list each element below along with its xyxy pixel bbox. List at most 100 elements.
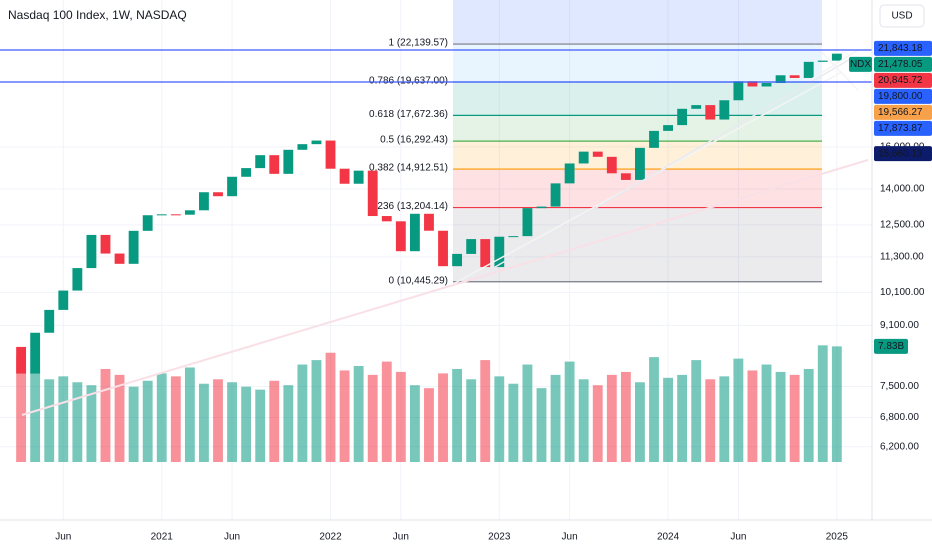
volume-bar: [100, 368, 111, 462]
volume-bar: [564, 361, 575, 462]
candle-body: [438, 230, 448, 267]
candle-body: [775, 75, 786, 84]
fib-label: 1 (22,139.57): [389, 38, 449, 49]
volume-bar: [283, 385, 294, 462]
price-tick-label: 6,800.00: [880, 412, 919, 423]
fib-zone: [453, 82, 822, 116]
candle-body: [170, 214, 181, 216]
candle-body: [227, 176, 237, 197]
time-tick-label: 2022: [319, 532, 342, 543]
trend-line: [21, 159, 869, 416]
trend-line: [489, 57, 853, 271]
candle-body: [283, 149, 294, 174]
price-tag-label: 21,478.05: [878, 59, 923, 70]
volume-bar: [620, 371, 631, 462]
candle-body: [452, 253, 463, 267]
volume-bar: [241, 386, 252, 462]
volume-bar: [761, 364, 772, 462]
volume-bar: [649, 357, 659, 462]
fib-label: 0.236 (13,204.14): [369, 201, 448, 212]
candle-body: [30, 332, 41, 374]
volume-bar: [747, 370, 758, 462]
currency-button[interactable]: [879, 4, 925, 28]
volume-bar: [325, 352, 336, 462]
fib-label: 0 (10,445.29): [389, 275, 449, 286]
time-tick-label: Jun: [730, 532, 746, 543]
volume-bar: [199, 383, 209, 462]
candle-body: [677, 108, 688, 126]
volume-bar: [44, 379, 55, 462]
candle-body: [184, 210, 195, 215]
time-tick-label: 2023: [488, 532, 511, 543]
volume-bar: [184, 367, 195, 462]
time-tick-label: 2021: [151, 532, 174, 543]
volume-bar: [395, 371, 406, 462]
candle-body: [817, 60, 828, 62]
candle-body: [522, 208, 533, 237]
candle-body: [620, 173, 631, 180]
candle-body: [719, 100, 730, 120]
price-tag-label: 19,800.00: [878, 91, 923, 102]
candle-body: [100, 234, 111, 254]
volume-bar: [72, 382, 83, 462]
fib-zone: [453, 207, 822, 282]
volume-bar: [255, 389, 266, 462]
volume-bar: [494, 376, 505, 462]
volume-bar: [311, 360, 322, 462]
highlight-zone: [453, 0, 822, 45]
volume-bar: [733, 358, 744, 462]
symbol-tag: [849, 56, 872, 72]
volume-bar: [16, 355, 27, 462]
price-tag: [874, 40, 932, 56]
volume-bar: [536, 388, 547, 462]
price-tag-label: 17,873.87: [878, 123, 923, 134]
volume-pane: [16, 345, 842, 462]
price-tag: [874, 120, 932, 136]
time-tick-label: Jun: [562, 532, 578, 543]
candle-body: [649, 130, 659, 148]
volume-bar: [381, 361, 392, 462]
price-tag: [874, 56, 932, 72]
price-tick-label: 12,500.00: [880, 220, 925, 231]
volume-bar: [606, 374, 617, 462]
candle-body: [663, 125, 673, 131]
time-tick-label: 2025: [826, 532, 849, 543]
currency-label[interactable]: USD: [891, 11, 912, 22]
price-tag-label: 20,845.72: [878, 75, 923, 86]
time-tick-label: Jun: [55, 532, 71, 543]
candle-body: [86, 234, 97, 269]
volume-bar: [803, 368, 814, 462]
time-tick-label: Jun: [393, 532, 409, 543]
candle-body: [339, 168, 350, 184]
candle-body: [592, 151, 603, 157]
volume-bar: [775, 371, 786, 462]
candle-body: [733, 81, 744, 101]
candle-body: [705, 105, 716, 120]
volume-bar: [592, 385, 603, 462]
volume-bar: [424, 388, 434, 462]
volume-bar: [466, 379, 477, 462]
price-tag: [874, 72, 932, 88]
candles: [16, 53, 842, 374]
candle-body: [142, 215, 153, 231]
candle-body: [58, 290, 69, 310]
volume-bar: [58, 376, 69, 462]
fib-zone: [453, 115, 822, 142]
candle-body: [325, 140, 336, 169]
volume-bar: [86, 385, 97, 462]
volume-bar: [409, 385, 420, 462]
candle-body: [747, 81, 758, 87]
candle-body: [44, 309, 55, 333]
fib-label: 0.618 (17,672.36): [369, 109, 448, 120]
price-tag-label: 15,660.13: [878, 148, 923, 159]
volume-bar: [635, 382, 645, 462]
volume-bar: [142, 380, 153, 462]
volume-bar: [817, 345, 828, 462]
time-tick-label: 2024: [657, 532, 680, 543]
price-tick-label: 6,200.00: [880, 441, 919, 452]
volume-bar: [691, 360, 702, 462]
price-tick-label: 7,500.00: [880, 381, 919, 392]
candle-body: [480, 239, 491, 268]
fib-label: 0.382 (14,912.51): [369, 163, 448, 174]
